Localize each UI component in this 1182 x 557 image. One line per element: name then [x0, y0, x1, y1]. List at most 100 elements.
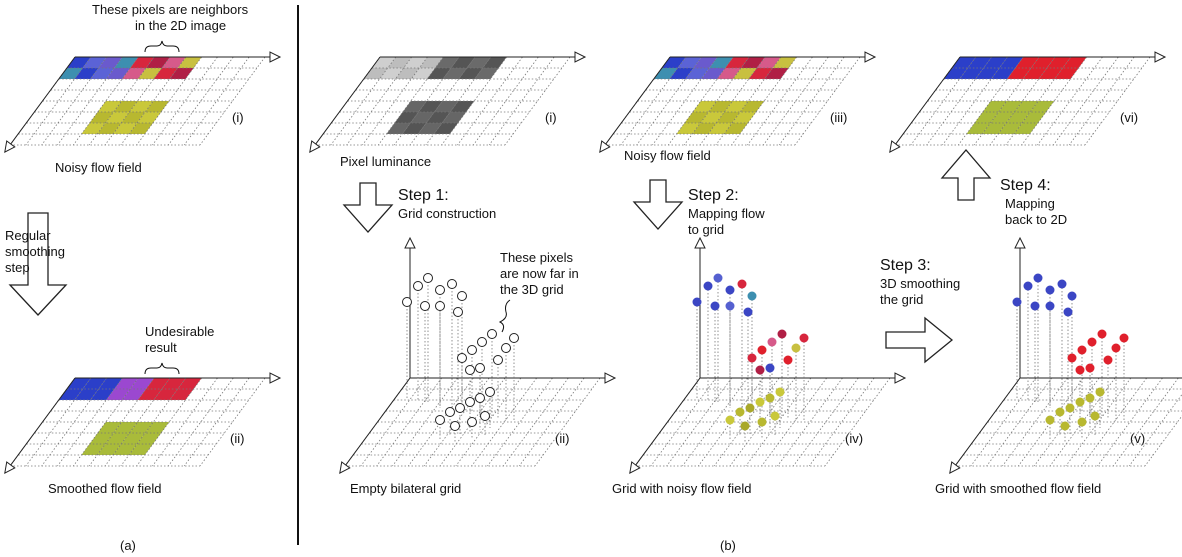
grid-point [1024, 282, 1033, 291]
grid-point [1068, 292, 1077, 301]
grid-point [458, 292, 467, 301]
grid-point [446, 408, 455, 417]
arrow-head [1155, 52, 1165, 62]
step-title: Step 3: [880, 257, 931, 274]
arrow-head [865, 52, 875, 62]
grid-point [478, 338, 487, 347]
grid-point [768, 338, 777, 347]
arrow-head [695, 238, 705, 248]
grid-point [776, 388, 785, 397]
arrow-head [270, 52, 280, 62]
grid-point [741, 422, 750, 431]
grid-point [784, 356, 793, 365]
panel-label: (a) [120, 538, 136, 553]
arrow-head [950, 462, 960, 473]
grid-point [466, 398, 475, 407]
grid-point [436, 416, 445, 425]
grid-point [748, 292, 757, 301]
panel-label: (b) [720, 538, 736, 553]
grid-point [414, 282, 423, 291]
label: (ii) [555, 431, 569, 446]
arrow-head [600, 141, 610, 152]
step-title: Step 4: [1000, 177, 1051, 194]
grid-point [758, 418, 767, 427]
grid-point [454, 308, 463, 317]
arrow-head [1015, 238, 1025, 248]
grid-point [1061, 422, 1070, 431]
grid-point [1046, 416, 1055, 425]
grid-point [1078, 418, 1087, 427]
arrow-up [942, 150, 990, 200]
caption: Empty bilateral grid [350, 481, 461, 496]
step-text: to grid [688, 222, 724, 237]
grid-point [748, 354, 757, 363]
grid-point [744, 308, 753, 317]
caption: Pixel luminance [340, 154, 431, 169]
brace [500, 300, 510, 332]
grid-point [711, 302, 720, 311]
grid-point [726, 416, 735, 425]
grid-point [476, 394, 485, 403]
grid-point [766, 394, 775, 403]
grid-point [1056, 408, 1065, 417]
grid-point [693, 298, 702, 307]
step-text: smoothing [5, 244, 65, 259]
grid-point [714, 274, 723, 283]
grid-point [466, 366, 475, 375]
grid-point [736, 408, 745, 417]
grid-point [451, 422, 460, 431]
grid-point [704, 282, 713, 291]
grid-point [403, 298, 412, 307]
diagram: These pixels are neighbors in the 2D ima… [0, 0, 1182, 557]
step-text: Regular [5, 228, 51, 243]
caption: Grid with noisy flow field [612, 481, 751, 496]
step-text: back to 2D [1005, 212, 1067, 227]
step-text: step [5, 260, 30, 275]
grid-point [468, 418, 477, 427]
axis [340, 378, 410, 473]
grid-point [488, 330, 497, 339]
grid-point [1076, 366, 1085, 375]
grid-point [502, 344, 511, 353]
grid-point [486, 388, 495, 397]
grid-point [766, 364, 775, 373]
grid-point [1034, 274, 1043, 283]
note: are now far in [500, 266, 579, 281]
grid-point [421, 302, 430, 311]
grid-point [458, 354, 467, 363]
axis [890, 57, 960, 152]
axis [310, 57, 380, 152]
axis [5, 57, 75, 152]
label: (iv) [845, 431, 863, 446]
grid-point [758, 346, 767, 355]
arrow-head [890, 141, 900, 152]
grid-point [771, 412, 780, 421]
arrow-head [605, 373, 615, 383]
step-text: Mapping flow [688, 206, 765, 221]
caption: Noisy flow field [55, 160, 142, 175]
grid-point [1086, 364, 1095, 373]
caption: Grid with smoothed flow field [935, 481, 1101, 496]
grid-point [1104, 356, 1113, 365]
grid-point [448, 280, 457, 289]
step-text: Grid construction [398, 206, 496, 221]
axis [630, 378, 700, 473]
step-title: Step 2: [688, 187, 739, 204]
arrow-down [344, 183, 392, 232]
label: (iii) [830, 110, 847, 125]
arrow-head [630, 462, 640, 473]
arrow-head [340, 462, 350, 473]
grid-point [1120, 334, 1129, 343]
arrow-head [575, 52, 585, 62]
grid-point [1096, 388, 1105, 397]
grid-point [1076, 398, 1085, 407]
grid-point [424, 274, 433, 283]
arrow-right [886, 318, 952, 362]
grid-point [494, 356, 503, 365]
axis [950, 378, 1020, 473]
grid-point [468, 346, 477, 355]
grid-point [792, 344, 801, 353]
grid-point [1046, 286, 1055, 295]
note: These pixels are neighbors [92, 2, 249, 17]
label: (i) [545, 110, 557, 125]
